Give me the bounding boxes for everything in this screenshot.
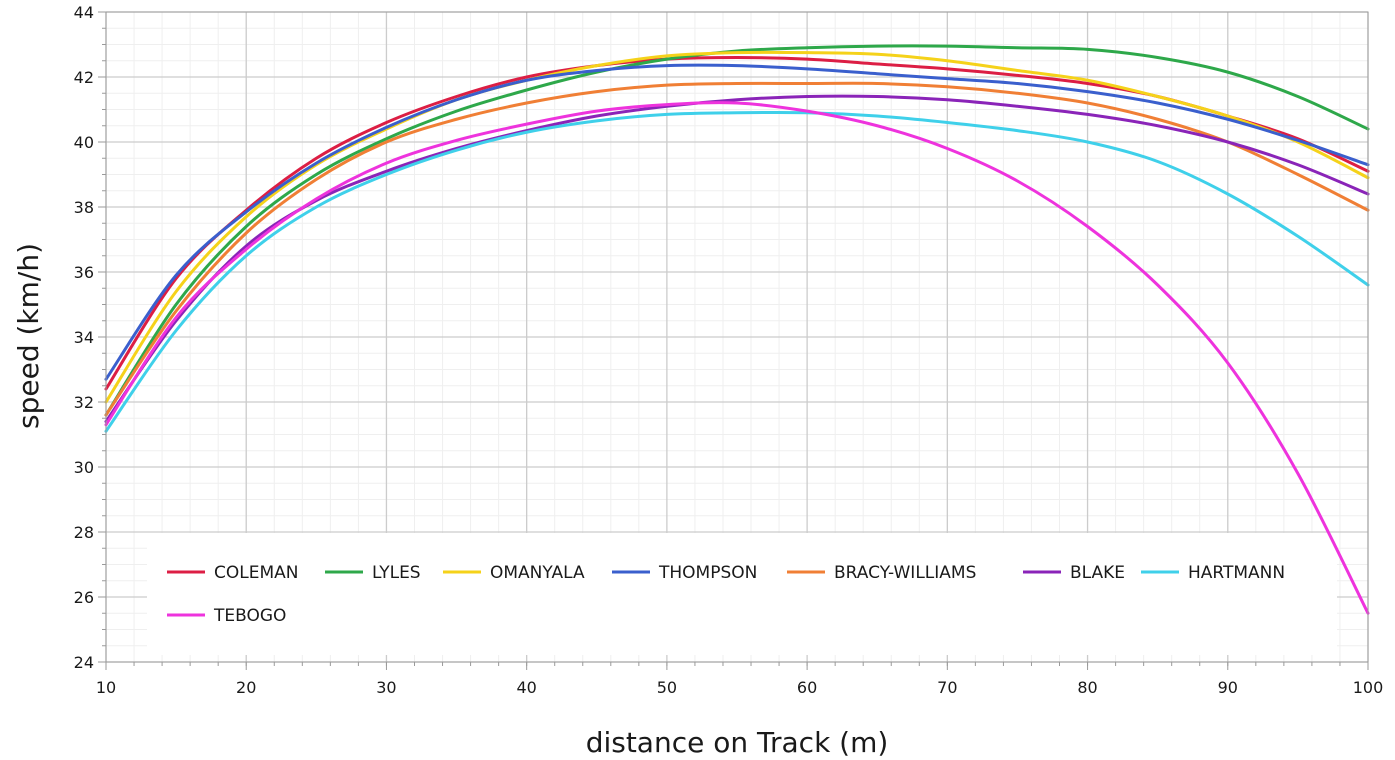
series-line-tebogo: [104, 101, 1370, 615]
series-line-thompson: [104, 63, 1370, 381]
legend-label-omanyala: OMANYALA: [490, 563, 585, 583]
y-tick-label: 44: [74, 3, 94, 22]
x-tick-label: 60: [797, 678, 817, 697]
y-tick-label: 26: [74, 588, 94, 607]
legend-label-coleman: COLEMAN: [214, 563, 298, 583]
legend-label-blake: BLAKE: [1070, 563, 1125, 583]
x-tick-label: 30: [376, 678, 396, 697]
legend-label-bracy-williams: BRACY-WILLIAMS: [834, 563, 976, 583]
y-tick-label: 42: [74, 68, 94, 87]
y-tick-label: 28: [74, 523, 94, 542]
x-tick-label: 10: [96, 678, 116, 697]
series-lines: [104, 44, 1370, 615]
series-line-hartmann: [104, 110, 1370, 433]
legend: COLEMAN LYLES OMANYALA THOMPSON BRACY-WILLIA…: [167, 563, 1285, 626]
y-tick-label: 38: [74, 198, 94, 217]
y-tick-label: 34: [74, 328, 94, 347]
y-axis-ticks: 24 26 28 30 32 34 36 38 40 42 44: [74, 3, 106, 672]
legend-background: [147, 533, 1337, 655]
x-axis-ticks: 10 20 30 40 50 60 70 80 90 100: [96, 662, 1383, 697]
x-tick-label: 100: [1353, 678, 1384, 697]
x-tick-label: 70: [937, 678, 957, 697]
x-tick-label: 90: [1218, 678, 1238, 697]
series-line-omanyala: [104, 50, 1370, 404]
x-tick-label: 50: [657, 678, 677, 697]
y-axis-title: speed (km/h): [12, 243, 45, 429]
legend-label-thompson: THOMPSON: [658, 563, 757, 583]
series-line-bracy-williams: [104, 81, 1370, 417]
y-tick-label: 30: [74, 458, 94, 477]
legend-label-lyles: LYLES: [372, 563, 421, 583]
y-tick-label: 32: [74, 393, 94, 412]
x-tick-label: 40: [516, 678, 536, 697]
x-axis-title: distance on Track (m): [586, 726, 889, 759]
legend-background-layer: [147, 533, 1337, 655]
legend-label-tebogo: TEBOGO: [213, 606, 286, 626]
y-tick-label: 24: [74, 653, 94, 672]
x-tick-label: 80: [1077, 678, 1097, 697]
y-tick-label: 40: [74, 133, 94, 152]
y-tick-label: 36: [74, 263, 94, 282]
legend-label-hartmann: HARTMANN: [1188, 563, 1285, 583]
x-tick-label: 20: [236, 678, 256, 697]
